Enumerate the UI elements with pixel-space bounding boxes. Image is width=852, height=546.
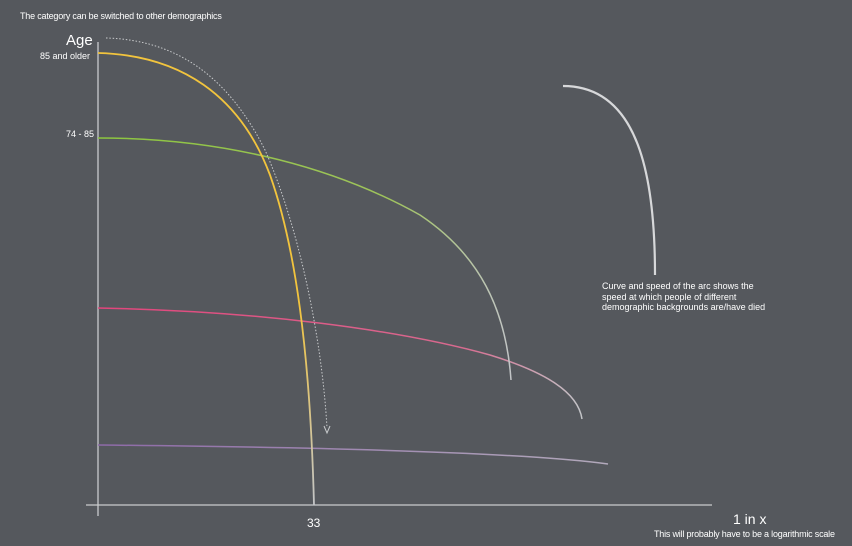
- category-label-74-85: 74 - 85: [66, 129, 95, 139]
- curve-85-plus: [97, 52, 315, 506]
- arc-explanation-note: Curve and speed of the arc shows the spe…: [602, 281, 766, 312]
- dashed-arrow: [105, 37, 328, 429]
- curve-pink: [97, 307, 583, 420]
- x-axis-title: 1 in x: [733, 511, 767, 527]
- curve-74-85: [97, 137, 512, 381]
- arrow-head-icon: [323, 425, 331, 435]
- category-label-85-plus: 85 and older: [40, 51, 91, 61]
- y-axis-title: Age: [66, 32, 93, 49]
- x-axis-note: This will probably have to be a logarith…: [654, 529, 835, 539]
- x-tick-label: 33: [307, 516, 321, 530]
- curve-purple: [97, 444, 609, 465]
- explanation-arc: [562, 84, 657, 276]
- top-note: The category can be switched to other de…: [20, 11, 222, 21]
